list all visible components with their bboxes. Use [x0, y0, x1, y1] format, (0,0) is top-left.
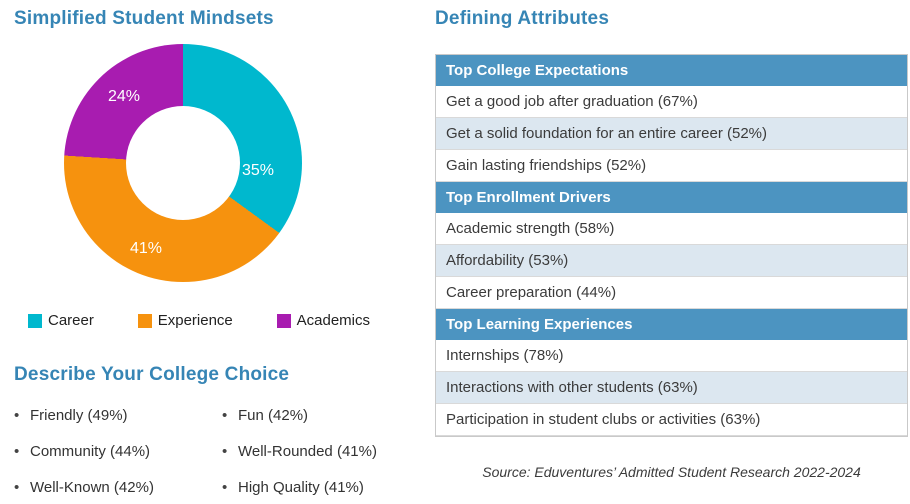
- table-row: Get a good job after graduation (67%): [436, 86, 907, 118]
- table-section-header: Top Learning Experiences: [436, 309, 907, 340]
- table-section-header: Top Enrollment Drivers: [436, 182, 907, 213]
- college-choice-title: Describe Your College Choice: [14, 364, 290, 385]
- college-choice-list-col2: Fun (42%) Well-Rounded (41%) High Qualit…: [222, 398, 422, 504]
- bullet-item: Community (44%): [14, 434, 214, 470]
- chart-title: Simplified Student Mindsets: [14, 8, 274, 29]
- table-row: Internships (78%): [436, 340, 907, 372]
- table-row: Affordability (53%): [436, 245, 907, 277]
- legend-item-career: Career: [28, 312, 94, 329]
- legend-label-academics: Academics: [296, 312, 370, 329]
- slice-label-career: 35%: [242, 162, 275, 179]
- bullet-item: Well-Rounded (41%): [222, 434, 422, 470]
- bullet-item: Fun (42%): [222, 398, 422, 434]
- source-citation: Source: Eduventures’ Admitted Student Re…: [482, 464, 861, 480]
- table-row: Interactions with other students (63%): [436, 372, 907, 404]
- legend-label-career: Career: [48, 312, 94, 329]
- table-row: Participation in student clubs or activi…: [436, 404, 907, 436]
- attributes-table: Top College Expectations Get a good job …: [435, 54, 908, 437]
- legend-swatch-career: [28, 313, 42, 328]
- college-choice-list-col1: Friendly (49%) Community (44%) Well-Know…: [14, 398, 214, 504]
- chart-legend: Career Experience Academics: [28, 312, 370, 329]
- bullet-item: High Quality (41%): [222, 470, 422, 504]
- legend-swatch-academics: [276, 313, 291, 328]
- slice-label-experience: 41%: [130, 240, 163, 257]
- table-row: Career preparation (44%): [436, 277, 907, 309]
- slice-label-academics: 24%: [108, 88, 141, 105]
- legend-item-academics: Academics: [276, 312, 370, 329]
- bullet-item: Friendly (49%): [14, 398, 214, 434]
- donut-chart: 35% 41% 24%: [64, 44, 302, 282]
- legend-label-experience: Experience: [157, 312, 233, 329]
- table-row: Gain lasting friendships (52%): [436, 150, 907, 182]
- table-row: Academic strength (58%): [436, 213, 907, 245]
- bullet-item: Well-Known (42%): [14, 470, 214, 504]
- legend-item-experience: Experience: [137, 312, 233, 329]
- defining-attributes-title: Defining Attributes: [435, 8, 610, 29]
- table-row: Get a solid foundation for an entire car…: [436, 118, 907, 150]
- table-section-header: Top College Expectations: [436, 55, 907, 86]
- legend-swatch-experience: [137, 313, 152, 328]
